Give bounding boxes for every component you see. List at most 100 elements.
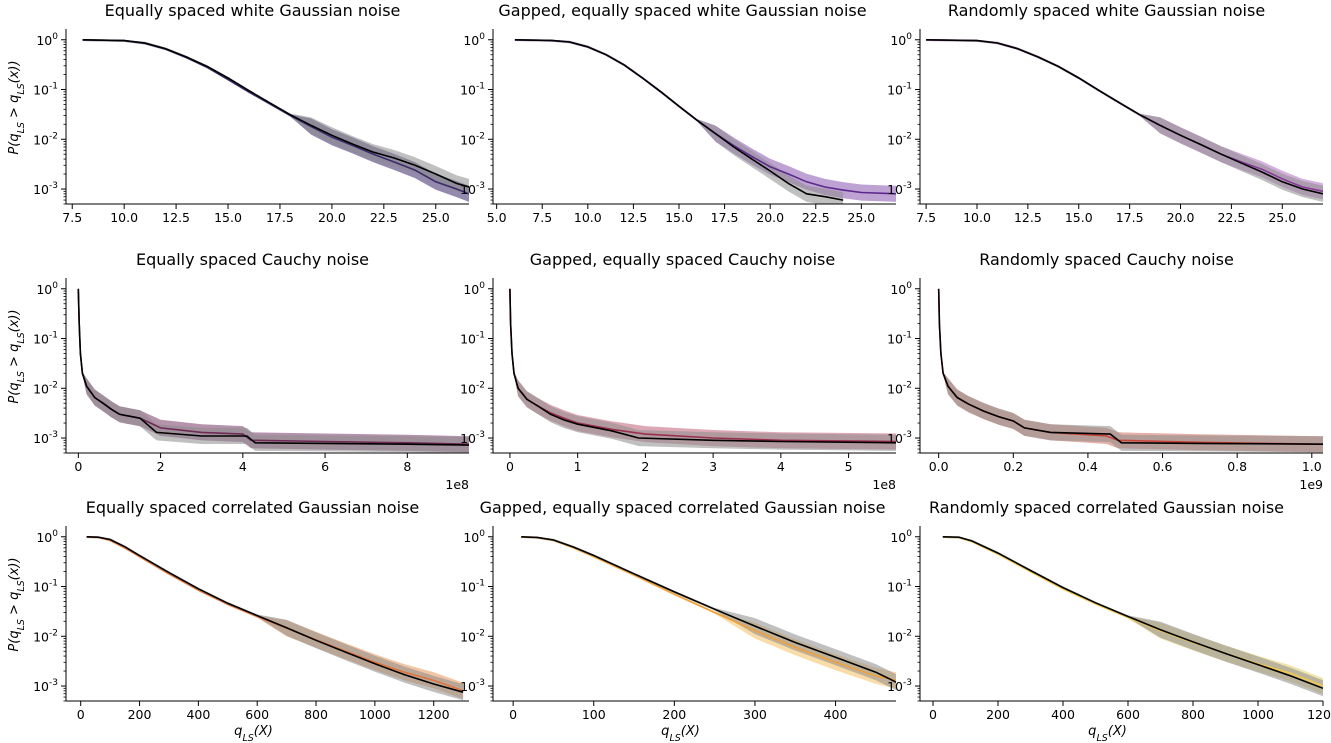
confidence-band-2 xyxy=(78,288,469,453)
confidence-band-1 xyxy=(938,288,1323,453)
y-tick-label: 100 xyxy=(36,529,58,545)
confidence-band-1 xyxy=(509,288,896,450)
plot-area xyxy=(82,39,469,202)
x-tick-label: 25.0 xyxy=(1268,210,1296,225)
x-tick-label: 15.0 xyxy=(214,210,242,225)
series-line-2 xyxy=(942,536,1323,690)
y-tick-label: 10-1 xyxy=(887,579,912,595)
y-tick-label: 10-2 xyxy=(33,628,58,644)
x-tick-label: 200 xyxy=(128,707,152,722)
panel-title: Randomly spaced correlated Gaussian nois… xyxy=(929,498,1284,517)
confidence-band-2 xyxy=(926,39,1323,202)
x-tick-label: 1200 xyxy=(1307,707,1331,722)
x-tick-label: 200 xyxy=(662,707,686,722)
y-axis-label: P(qLS > qLS(x)) xyxy=(7,60,27,154)
x-offset-label: 1e8 xyxy=(872,477,896,492)
y-tick-label: 10-3 xyxy=(887,678,912,694)
y-tick-label: 10-2 xyxy=(887,628,912,644)
x-tick-label: 1200 xyxy=(418,707,450,722)
y-tick-label: 100 xyxy=(463,32,485,48)
series-line-1 xyxy=(514,39,896,195)
series-line-2 xyxy=(86,536,464,693)
series-line-2 xyxy=(926,39,1323,195)
x-tick-label: 12.5 xyxy=(619,210,647,225)
x-tick-label: 0 xyxy=(77,707,85,722)
confidence-band-2 xyxy=(942,536,1323,697)
y-tick-label: 100 xyxy=(36,281,58,297)
x-tick-label: 7.5 xyxy=(62,210,82,225)
x-tick-label: 2 xyxy=(157,459,165,474)
y-tick-label: 10-2 xyxy=(460,380,485,396)
x-tick-label: 4 xyxy=(777,459,785,474)
x-tick-label: 7.5 xyxy=(916,210,936,225)
y-tick-label: 10-3 xyxy=(460,678,485,694)
x-tick-label: 300 xyxy=(743,707,767,722)
x-tick-label: 0.4 xyxy=(1078,459,1098,474)
confidence-band-2 xyxy=(521,536,896,691)
x-tick-label: 1000 xyxy=(359,707,391,722)
y-tick-label: 10-1 xyxy=(887,331,912,347)
series-line-2 xyxy=(77,288,469,446)
y-tick-label: 100 xyxy=(463,281,485,297)
plot-area xyxy=(521,536,896,691)
y-tick-label: 10-1 xyxy=(33,579,58,595)
y-tick-label: 10-1 xyxy=(460,82,485,98)
y-tick-label: 10-1 xyxy=(33,331,58,347)
confidence-band-2 xyxy=(82,39,469,195)
x-tick-label: 20.0 xyxy=(1167,210,1195,225)
x-tick-label: 0.8 xyxy=(1227,459,1247,474)
panel-6: 10-3 10-2 10-1 100 0.0 0.2 0.4 0.6 0.8 1.0 1e9 Rand… xyxy=(887,250,1323,492)
y-tick-label: 10-3 xyxy=(460,430,485,446)
panel-8: 10-3 10-2 10-1 100 0 100 200 300 400 Gapped, equa… xyxy=(460,498,896,743)
x-tick-label: 20.0 xyxy=(756,210,784,225)
x-tick-label: 17.5 xyxy=(1116,210,1144,225)
y-tick-label: 10-1 xyxy=(33,82,58,98)
series-line-2 xyxy=(514,39,844,201)
y-tick-label: 100 xyxy=(890,281,912,297)
plot-area xyxy=(509,288,896,451)
y-axis-label: P(qLS > qLS(x)) xyxy=(7,309,27,403)
x-tick-label: 600 xyxy=(245,707,269,722)
y-tick-label: 10-3 xyxy=(887,181,912,197)
x-tick-label: 1 xyxy=(574,459,582,474)
x-axis-label: qLS(X) xyxy=(661,724,700,743)
confidence-band-1 xyxy=(82,39,469,202)
x-tick-label: 25.0 xyxy=(847,210,875,225)
x-tick-label: 7.5 xyxy=(532,210,552,225)
plot-area xyxy=(86,536,464,701)
y-tick-label: 100 xyxy=(890,32,912,48)
x-tick-label: 0 xyxy=(506,459,514,474)
x-offset-label: 1e8 xyxy=(445,477,469,492)
x-tick-label: 22.5 xyxy=(370,210,398,225)
x-tick-label: 12.5 xyxy=(162,210,190,225)
x-tick-label: 600 xyxy=(1116,707,1140,722)
x-tick-label: 0.0 xyxy=(929,459,949,474)
y-tick-label: 10-3 xyxy=(33,678,58,694)
confidence-band-2 xyxy=(509,288,896,451)
panel-title: Equally spaced correlated Gaussian noise xyxy=(86,498,419,517)
x-tick-label: 400 xyxy=(824,707,848,722)
y-tick-label: 10-2 xyxy=(887,380,912,396)
x-tick-label: 15.0 xyxy=(1065,210,1093,225)
x-offset-label: 1e9 xyxy=(1299,477,1323,492)
panel-title: Gapped, equally spaced correlated Gaussi… xyxy=(480,498,886,517)
x-tick-label: 15.0 xyxy=(665,210,693,225)
x-tick-label: 17.5 xyxy=(711,210,739,225)
panel-title: Equally spaced Cauchy noise xyxy=(136,250,369,269)
confidence-band-1 xyxy=(514,39,896,202)
x-tick-label: 10.0 xyxy=(110,210,138,225)
x-tick-label: 0 xyxy=(929,707,937,722)
x-tick-label: 17.5 xyxy=(266,210,294,225)
x-tick-label: 800 xyxy=(304,707,328,722)
y-tick-label: 10-2 xyxy=(33,380,58,396)
x-tick-label: 8 xyxy=(403,459,411,474)
panel-5: 10-3 10-2 10-1 100 0 1 2 3 4 5 1e8 Gapped, equally … xyxy=(460,250,896,492)
x-tick-label: 12.5 xyxy=(1014,210,1042,225)
y-tick-label: 100 xyxy=(463,529,485,545)
panel-title: Randomly spaced Cauchy noise xyxy=(979,250,1234,269)
x-tick-label: 2 xyxy=(641,459,649,474)
x-tick-label: 10.0 xyxy=(963,210,991,225)
x-axis-label: qLS(X) xyxy=(234,724,273,743)
